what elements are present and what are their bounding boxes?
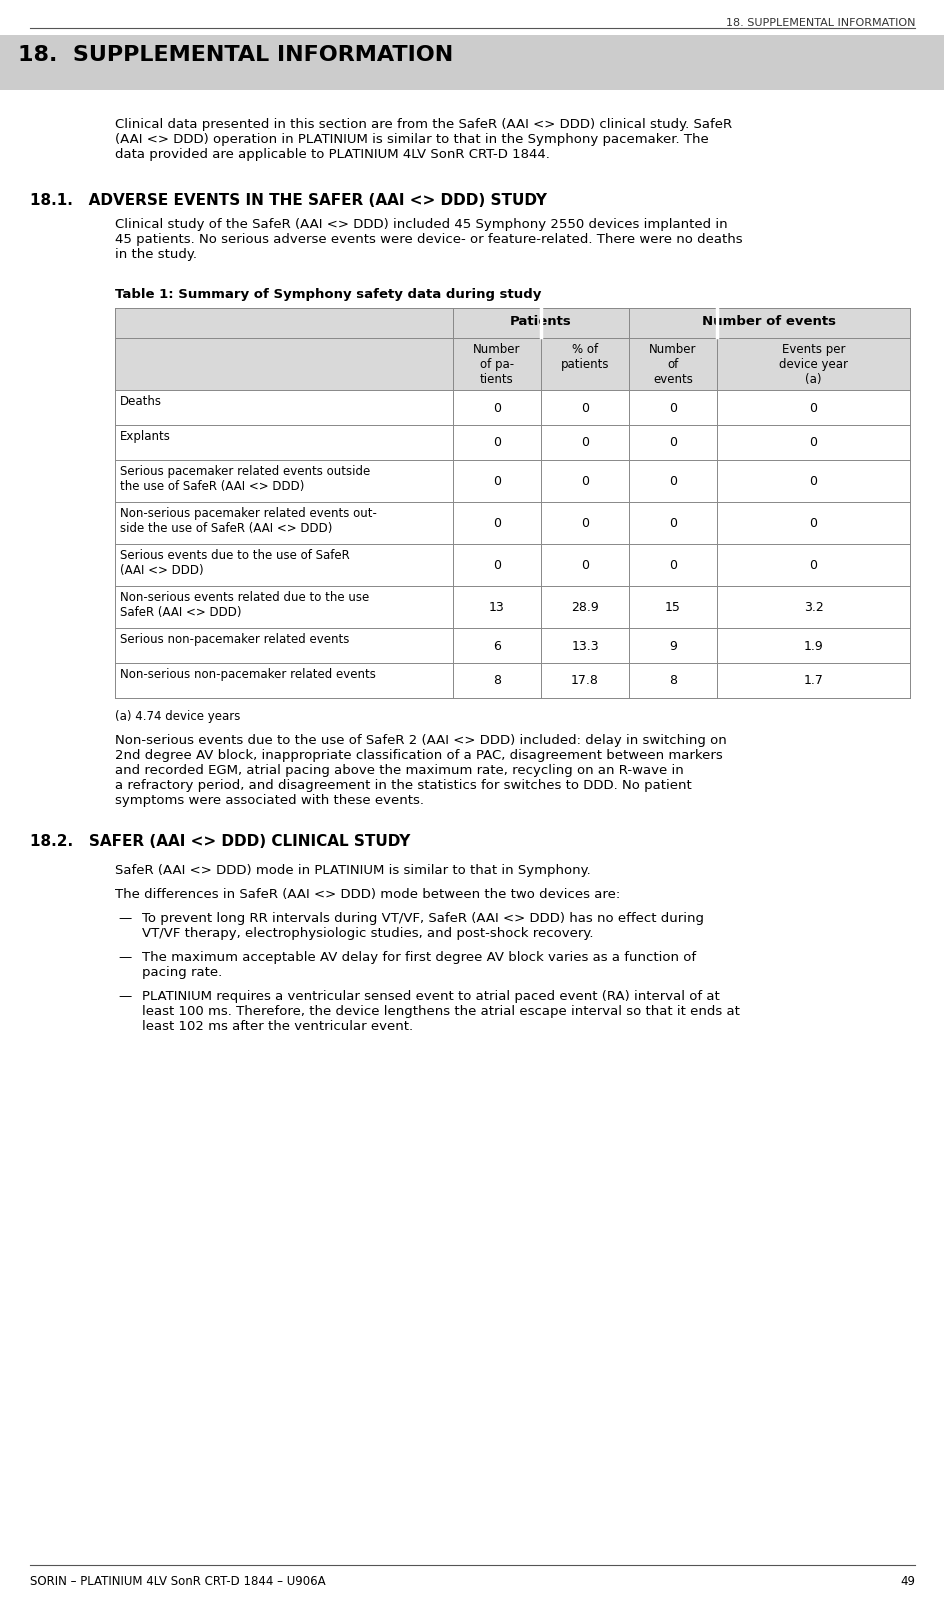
Text: —: — bbox=[118, 951, 131, 964]
Text: 0: 0 bbox=[581, 436, 588, 449]
Text: The differences in SafeR (AAI <> DDD) mode between the two devices are:: The differences in SafeR (AAI <> DDD) mo… bbox=[115, 888, 619, 901]
Text: 13: 13 bbox=[489, 601, 504, 614]
Text: 0: 0 bbox=[493, 475, 500, 487]
Text: 0: 0 bbox=[493, 401, 500, 414]
Text: Patients: Patients bbox=[510, 315, 571, 328]
Text: —: — bbox=[118, 912, 131, 925]
Text: 49: 49 bbox=[899, 1576, 914, 1588]
Text: 0: 0 bbox=[809, 475, 817, 487]
Text: Non-serious pacemaker related events out-
side the use of SafeR (AAI <> DDD): Non-serious pacemaker related events out… bbox=[120, 507, 377, 535]
Text: —: — bbox=[118, 991, 131, 1004]
Text: Events per
device year
(a): Events per device year (a) bbox=[778, 344, 847, 387]
Text: 0: 0 bbox=[581, 401, 588, 414]
Text: Serious non-pacemaker related events: Serious non-pacemaker related events bbox=[120, 633, 349, 646]
Text: Clinical data presented in this section are from the SafeR (AAI <> DDD) clinical: Clinical data presented in this section … bbox=[115, 118, 732, 161]
Text: 8: 8 bbox=[668, 674, 676, 687]
Text: 0: 0 bbox=[581, 559, 588, 572]
Text: 6: 6 bbox=[493, 639, 500, 652]
Text: 0: 0 bbox=[581, 475, 588, 487]
Text: 1.9: 1.9 bbox=[802, 639, 822, 652]
Text: 28.9: 28.9 bbox=[570, 601, 598, 614]
Text: 0: 0 bbox=[493, 518, 500, 531]
Text: 18. SUPPLEMENTAL INFORMATION: 18. SUPPLEMENTAL INFORMATION bbox=[725, 18, 914, 29]
Text: PLATINIUM requires a ventricular sensed event to atrial paced event (RA) interva: PLATINIUM requires a ventricular sensed … bbox=[142, 991, 739, 1032]
Text: 3.2: 3.2 bbox=[802, 601, 822, 614]
Text: Non-serious events related due to the use
SafeR (AAI <> DDD): Non-serious events related due to the us… bbox=[120, 591, 369, 618]
Text: Number
of
events: Number of events bbox=[649, 344, 696, 387]
Text: 18.1.   ADVERSE EVENTS IN THE SAFER (AAI <> DDD) STUDY: 18.1. ADVERSE EVENTS IN THE SAFER (AAI <… bbox=[30, 193, 547, 208]
Text: Serious events due to the use of SafeR
(AAI <> DDD): Serious events due to the use of SafeR (… bbox=[120, 550, 349, 577]
Text: SafeR (AAI <> DDD) mode in PLATINIUM is similar to that in Symphony.: SafeR (AAI <> DDD) mode in PLATINIUM is … bbox=[115, 865, 590, 877]
Text: (a) 4.74 device years: (a) 4.74 device years bbox=[115, 710, 240, 722]
Text: 17.8: 17.8 bbox=[570, 674, 598, 687]
Text: % of
patients: % of patients bbox=[560, 344, 609, 371]
Text: 0: 0 bbox=[668, 518, 676, 531]
Text: Non-serious events due to the use of SafeR 2 (AAI <> DDD) included: delay in swi: Non-serious events due to the use of Saf… bbox=[115, 733, 726, 807]
Text: 0: 0 bbox=[668, 401, 676, 414]
Text: 0: 0 bbox=[493, 436, 500, 449]
Text: 0: 0 bbox=[668, 475, 676, 487]
Text: 9: 9 bbox=[668, 639, 676, 652]
Text: 0: 0 bbox=[668, 436, 676, 449]
Text: 0: 0 bbox=[581, 518, 588, 531]
Text: 0: 0 bbox=[809, 518, 817, 531]
FancyBboxPatch shape bbox=[115, 339, 909, 390]
Text: To prevent long RR intervals during VT/VF, SafeR (AAI <> DDD) has no effect duri: To prevent long RR intervals during VT/V… bbox=[142, 912, 703, 940]
Text: 13.3: 13.3 bbox=[570, 639, 598, 652]
Text: 15: 15 bbox=[665, 601, 681, 614]
Text: 18.  SUPPLEMENTAL INFORMATION: 18. SUPPLEMENTAL INFORMATION bbox=[18, 45, 453, 66]
Text: SORIN – PLATINIUM 4LV SonR CRT-D 1844 – U906A: SORIN – PLATINIUM 4LV SonR CRT-D 1844 – … bbox=[30, 1576, 326, 1588]
Text: Number
of pa-
tients: Number of pa- tients bbox=[473, 344, 520, 387]
Text: Clinical study of the SafeR (AAI <> DDD) included 45 Symphony 2550 devices impla: Clinical study of the SafeR (AAI <> DDD)… bbox=[115, 217, 742, 260]
Text: Non-serious non-pacemaker related events: Non-serious non-pacemaker related events bbox=[120, 668, 376, 681]
FancyBboxPatch shape bbox=[115, 308, 909, 339]
Text: 0: 0 bbox=[809, 436, 817, 449]
Text: 0: 0 bbox=[809, 559, 817, 572]
Text: Serious pacemaker related events outside
the use of SafeR (AAI <> DDD): Serious pacemaker related events outside… bbox=[120, 465, 370, 494]
Text: The maximum acceptable AV delay for first degree AV block varies as a function o: The maximum acceptable AV delay for firs… bbox=[142, 951, 696, 980]
Text: 0: 0 bbox=[809, 401, 817, 414]
Text: Table 1: Summary of Symphony safety data during study: Table 1: Summary of Symphony safety data… bbox=[115, 288, 541, 300]
Text: 0: 0 bbox=[668, 559, 676, 572]
Text: Explants: Explants bbox=[120, 430, 171, 443]
Text: Number of events: Number of events bbox=[701, 315, 835, 328]
Text: Deaths: Deaths bbox=[120, 395, 161, 407]
Text: 1.7: 1.7 bbox=[802, 674, 822, 687]
Text: 0: 0 bbox=[493, 559, 500, 572]
Text: 8: 8 bbox=[493, 674, 500, 687]
FancyBboxPatch shape bbox=[0, 35, 944, 89]
Text: 18.2.   SAFER (AAI <> DDD) CLINICAL STUDY: 18.2. SAFER (AAI <> DDD) CLINICAL STUDY bbox=[30, 834, 410, 849]
